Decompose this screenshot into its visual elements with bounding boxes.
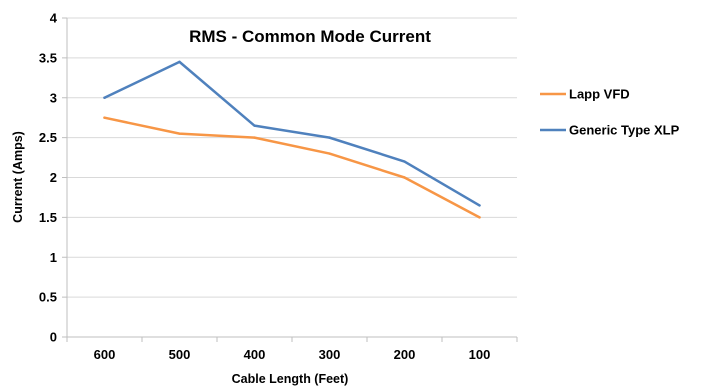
legend-label: Lapp VFD: [569, 87, 630, 102]
y-tick-label: 2: [50, 170, 57, 185]
x-axis-title: Cable Length (Feet): [232, 372, 349, 386]
axes: 0 0.5 1 1.5 2 2.5 3 3.5 4 600 500 400 300 200 100: [39, 11, 518, 362]
y-axis-title: Current (Amps): [11, 131, 25, 223]
y-tick-label: 3: [50, 90, 57, 105]
y-tick-label: 0: [50, 330, 57, 345]
x-tick-label: 600: [94, 347, 116, 362]
x-tick-label: 100: [469, 347, 491, 362]
series-line-generic-type-xlp: [103, 60, 481, 207]
data-point: [403, 176, 406, 179]
data-point: [328, 136, 331, 139]
y-tick-label: 3.5: [39, 50, 57, 65]
data-point: [103, 116, 106, 119]
data-point: [478, 204, 481, 207]
data-point: [178, 60, 181, 64]
y-tick-label: 2.5: [39, 130, 57, 145]
x-tick-label: 400: [244, 347, 266, 362]
data-point: [478, 216, 481, 219]
data-point: [253, 136, 256, 139]
chart-title: RMS - Common Mode Current: [189, 27, 431, 46]
y-tick-label: 0.5: [39, 290, 57, 305]
x-tick-label: 200: [394, 347, 416, 362]
gridlines: [67, 17, 517, 298]
data-point: [178, 132, 181, 135]
series-line-lapp-vfd: [103, 116, 481, 219]
y-tick-label: 1.5: [39, 210, 57, 225]
data-point: [328, 152, 331, 155]
legend-label: Generic Type XLP: [569, 123, 680, 138]
x-tick-label: 300: [319, 347, 341, 362]
y-tick-label: 4: [50, 11, 58, 26]
data-point: [103, 96, 106, 99]
legend: Lapp VFD Generic Type XLP: [540, 87, 680, 138]
y-tick-label: 1: [50, 250, 57, 265]
data-point: [253, 124, 256, 127]
data-point: [403, 160, 406, 163]
series-lines: [103, 60, 481, 219]
x-tick-label: 500: [169, 347, 191, 362]
